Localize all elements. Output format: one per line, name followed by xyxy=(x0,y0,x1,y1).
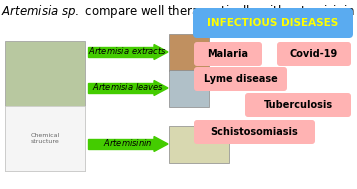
Bar xyxy=(88,83,154,93)
Text: $\bf{\it{Artemisinin}}$: $\bf{\it{Artemisinin}}$ xyxy=(103,138,153,149)
FancyBboxPatch shape xyxy=(169,70,209,107)
FancyBboxPatch shape xyxy=(194,67,287,91)
Bar xyxy=(88,47,154,57)
FancyBboxPatch shape xyxy=(277,42,351,66)
Text: $\bf{\it{Artemisia}}$ $\bf{\it{leaves}}$: $\bf{\it{Artemisia}}$ $\bf{\it{leaves}}$ xyxy=(92,81,164,92)
FancyBboxPatch shape xyxy=(194,120,315,144)
FancyBboxPatch shape xyxy=(5,41,85,171)
Text: Tuberculosis: Tuberculosis xyxy=(263,100,333,110)
Text: Lyme disease: Lyme disease xyxy=(203,74,277,84)
Text: Covid-19: Covid-19 xyxy=(290,49,338,59)
Bar xyxy=(88,139,154,149)
Text: $\bf{\it{Artemisia}}$ $\bf{\it{extracts}}$: $\bf{\it{Artemisia}}$ $\bf{\it{extracts}… xyxy=(89,46,167,57)
Text: Schistosomiasis: Schistosomiasis xyxy=(211,127,298,137)
FancyBboxPatch shape xyxy=(193,8,353,38)
FancyBboxPatch shape xyxy=(194,42,262,66)
FancyBboxPatch shape xyxy=(5,106,85,171)
FancyBboxPatch shape xyxy=(245,93,351,117)
Polygon shape xyxy=(154,81,168,95)
Text: INFECTIOUS DISEASES: INFECTIOUS DISEASES xyxy=(207,18,339,28)
Text: Chemical
structure: Chemical structure xyxy=(30,133,60,144)
FancyBboxPatch shape xyxy=(169,34,209,71)
Polygon shape xyxy=(154,44,168,60)
Text: $\it{Artemisia}$ $\it{sp.}$ compare well therapeutically with artemisinin: $\it{Artemisia}$ $\it{sp.}$ compare well… xyxy=(1,3,355,20)
FancyBboxPatch shape xyxy=(169,126,229,163)
Text: Malaria: Malaria xyxy=(207,49,248,59)
Polygon shape xyxy=(154,136,168,152)
